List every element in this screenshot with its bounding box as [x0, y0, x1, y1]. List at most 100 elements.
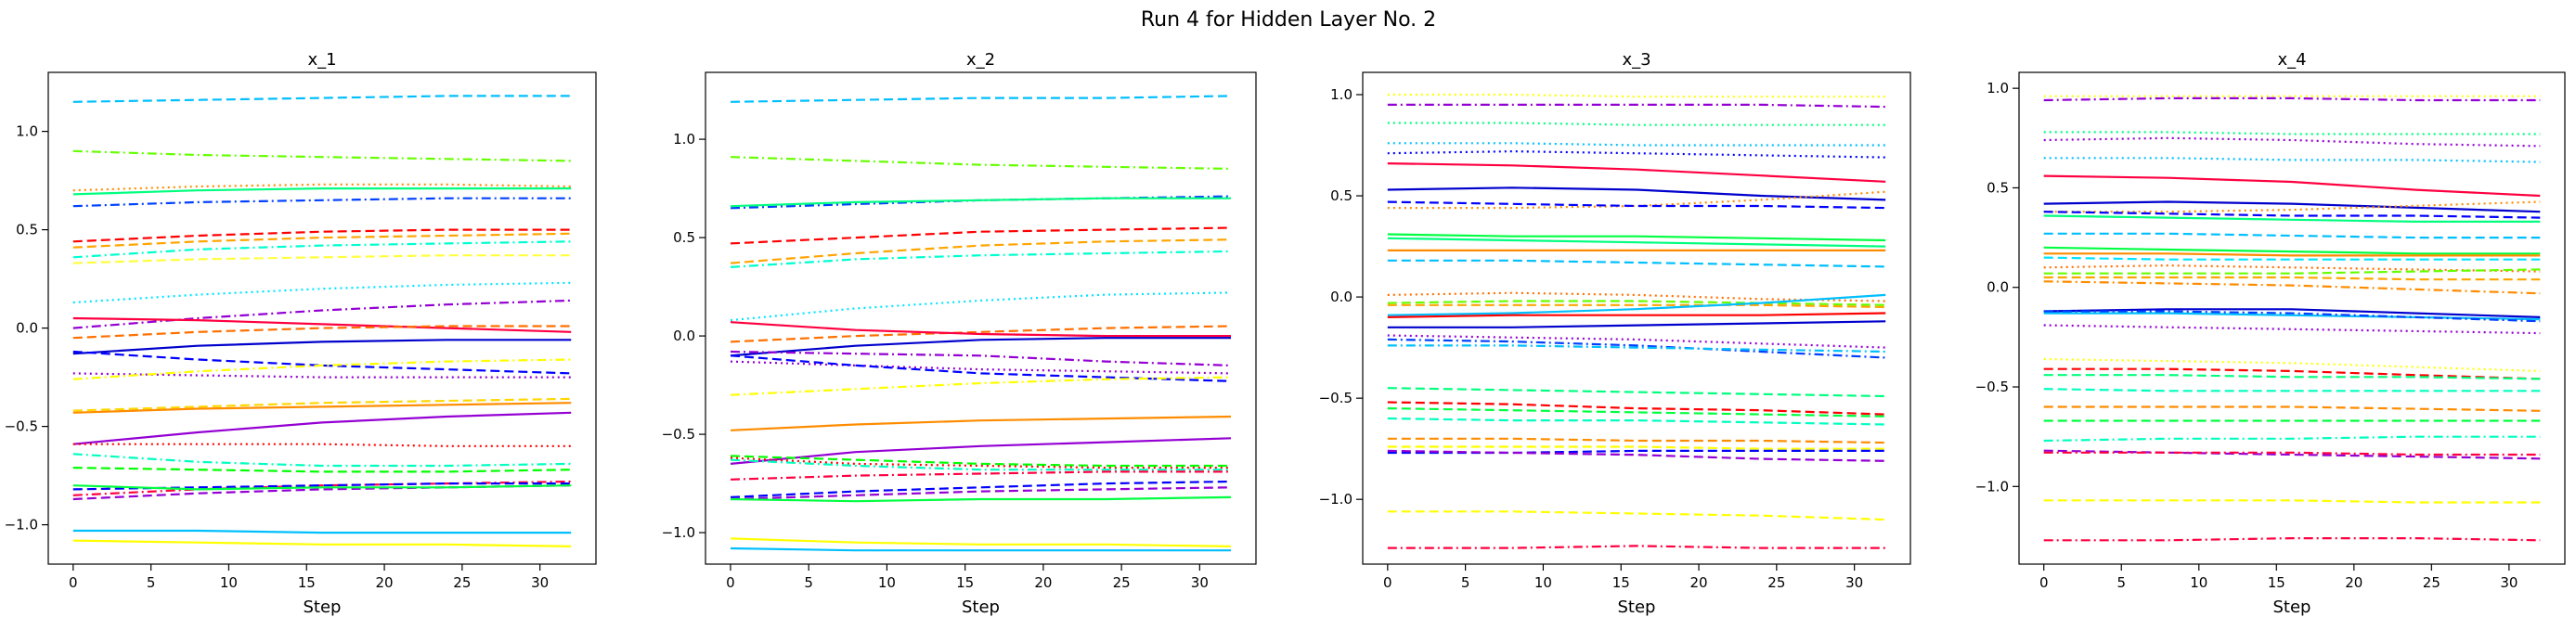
series-line-10 — [2043, 214, 2541, 223]
series-line-21 — [2043, 310, 2541, 323]
y-tick-label: −0.5 — [5, 418, 38, 435]
y-tick-label: 1.0 — [16, 123, 38, 140]
series-line-3 — [2043, 131, 2541, 135]
y-tick-label: 0.5 — [1330, 187, 1353, 204]
series-line-28 — [72, 529, 572, 534]
x-tick-label: 30 — [531, 574, 549, 591]
x-axis-label: Step — [1618, 598, 1656, 617]
x-tick-label: 5 — [2116, 574, 2126, 591]
x-tick-label: 30 — [1845, 574, 1863, 591]
series-line-17 — [730, 437, 1232, 465]
series-line-21 — [1387, 338, 1886, 359]
x-tick-label: 20 — [375, 574, 393, 591]
series-line-17 — [72, 358, 572, 380]
subplot-4: 0 5 10 15 20 25 30 −1.0 −0.5 0.0 0.5 1.0 x_4 Step — [1975, 50, 2566, 617]
subplot-3: 0 5 10 15 20 25 30 −1.0 −0.5 0.0 0.5 1.0 x_3 Step — [1319, 50, 1911, 617]
subplots: 0 5 10 15 20 25 30 −1.0 −0.5 0.0 0.5 1.0 x_1 Step 0 5 10… — [5, 50, 2566, 617]
series-line-7 — [730, 250, 1232, 268]
x-tick-label: 10 — [1534, 574, 1552, 591]
y-tick-label: 0.5 — [673, 229, 695, 246]
series-line-2 — [1387, 103, 1886, 109]
subplot-title: x_1 — [307, 50, 336, 70]
series-line-8 — [2043, 200, 2541, 213]
figure-title: Run 4 for Hidden Layer No. 2 — [1141, 8, 1436, 32]
y-tick-label: 1.0 — [1987, 80, 2009, 96]
subplot-title: x_4 — [2277, 50, 2306, 70]
x-tick-label: 10 — [220, 574, 238, 591]
series-line-4 — [72, 187, 572, 196]
series-line-6 — [2043, 174, 2541, 198]
series-line-15 — [2043, 264, 2541, 273]
y-tick-label: 0.0 — [1330, 289, 1353, 305]
x-tick-label: 10 — [878, 574, 896, 591]
x-axis-label: Step — [962, 598, 1000, 617]
series-line-19 — [72, 402, 572, 414]
series-line-22 — [1387, 344, 1886, 353]
x-tick-label: 5 — [1461, 574, 1470, 591]
series-line-11 — [1387, 237, 1886, 248]
series-line-15 — [730, 376, 1232, 396]
x-tick-label: 25 — [1767, 574, 1785, 591]
series-line-22 — [2043, 324, 2541, 335]
series-line-22 — [72, 453, 572, 468]
series-line-31 — [2043, 451, 2541, 456]
subplot-1: 0 5 10 15 20 25 30 −1.0 −0.5 0.0 0.5 1.0 x_1 Step — [5, 50, 597, 617]
series-line-2 — [730, 156, 1232, 170]
series-line-6 — [1387, 162, 1886, 183]
series-line-11 — [72, 299, 572, 329]
y-tick-label: −0.5 — [1975, 379, 2009, 395]
x-tick-label: 15 — [1612, 574, 1630, 591]
series-line-14 — [730, 354, 1232, 382]
series-line-4 — [2043, 136, 2541, 148]
series-line-12 — [2043, 246, 2541, 255]
series-group — [730, 95, 1232, 552]
series-line-5 — [2043, 157, 2541, 163]
series-line-24 — [730, 495, 1232, 503]
x-tick-label: 5 — [804, 574, 813, 591]
series-line-18 — [1387, 312, 1886, 318]
x-tick-label: 0 — [726, 574, 735, 591]
y-tick-label: −0.5 — [662, 426, 695, 443]
series-line-13 — [2043, 252, 2541, 257]
x-tick-label: 25 — [2423, 574, 2440, 591]
plot-frame — [47, 71, 597, 565]
series-line-19 — [1387, 320, 1886, 328]
series-line-12 — [72, 316, 572, 333]
x-tick-label: 0 — [1383, 574, 1392, 591]
x-tick-label: 15 — [298, 574, 316, 591]
x-tick-label: 25 — [1113, 574, 1131, 591]
series-line-18 — [2043, 280, 2541, 295]
series-line-27 — [72, 484, 572, 491]
x-tick-label: 0 — [69, 574, 78, 591]
y-tick-label: 0.0 — [1987, 279, 2009, 296]
y-tick-label: −1.0 — [5, 517, 38, 533]
series-line-8 — [730, 291, 1232, 322]
series-line-2 — [72, 149, 572, 162]
y-tick-label: 0.0 — [16, 320, 38, 337]
series-line-26 — [730, 546, 1231, 552]
x-axis-label: Step — [304, 598, 342, 617]
plot-frame — [1362, 71, 1911, 565]
y-tick-label: 0.0 — [673, 328, 695, 344]
x-tick-label: 15 — [956, 574, 974, 591]
y-tick-label: 0.5 — [1987, 179, 2009, 196]
series-group — [72, 95, 572, 547]
subplot-title: x_2 — [966, 50, 995, 70]
x-tick-label: 0 — [2039, 574, 2049, 591]
y-tick-label: −1.0 — [662, 524, 695, 541]
series-line-29 — [72, 539, 572, 547]
series-line-12 — [730, 350, 1232, 366]
x-tick-label: 5 — [147, 574, 156, 591]
series-line-17 — [1387, 293, 1886, 316]
y-tick-label: 1.0 — [673, 131, 695, 148]
series-line-25 — [730, 537, 1232, 547]
series-line-29 — [2043, 435, 2541, 443]
x-tick-label: 20 — [2345, 574, 2362, 591]
series-line-21 — [730, 470, 1231, 481]
y-tick-label: −1.0 — [1319, 491, 1353, 508]
x-tick-label: 20 — [1689, 574, 1707, 591]
series-line-20 — [72, 411, 572, 445]
series-line-7 — [1387, 186, 1886, 201]
y-tick-label: −1.0 — [1975, 478, 2009, 495]
